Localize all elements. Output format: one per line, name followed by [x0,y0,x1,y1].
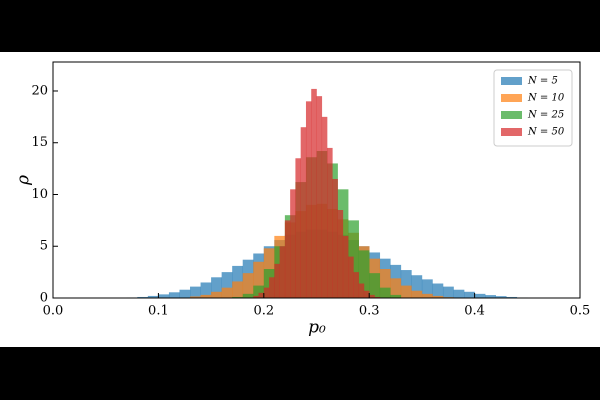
legend-swatch [501,111,522,119]
histogram-bar [253,285,265,298]
histogram-bar [158,294,170,298]
histogram-bar [495,296,507,298]
histogram-bar [311,88,317,298]
histogram-bar [485,295,496,298]
histogram-bar [232,296,244,298]
histogram-bar [358,283,365,298]
histogram-bar [258,292,265,298]
histogram-bar [369,294,375,298]
y-tick-label: 0 [40,291,48,306]
letterbox-top [0,0,600,52]
x-tick-label: 0.4 [464,304,485,319]
histogram-bar [290,189,296,298]
histogram-bar [379,269,391,298]
histogram-bar [379,287,391,298]
histogram-bar [211,291,222,298]
legend-label: N = 25 [527,110,564,121]
histogram-bar [421,279,433,298]
x-tick-label: 0.1 [148,304,169,319]
legend-label: N = 50 [527,127,565,138]
x-tick-label: 0.0 [43,304,64,319]
histogram-bar [432,283,444,298]
y-tick-label: 20 [31,83,48,98]
histogram-bar [411,290,423,298]
histogram-bar [295,158,301,298]
histogram-bar [316,96,323,298]
histogram-bar [305,101,312,298]
histogram-bar [279,246,286,298]
y-tick-label: 10 [31,187,48,202]
histogram-bar [453,289,465,298]
histogram-bar [274,263,280,298]
histogram-bar [269,277,275,298]
histogram-bar [358,250,370,298]
histogram-bar [348,256,354,298]
histogram-bar [474,293,486,298]
histogram-bar [211,277,222,298]
histogram-bar [242,273,254,298]
histogram-bar [411,275,423,298]
letterbox-bottom [0,347,600,400]
histogram-bar [221,272,233,298]
histogram-bar [300,127,307,298]
histogram-bar [284,220,291,298]
histogram-bar [190,286,201,298]
histogram-bar [506,296,518,298]
histogram-bar [200,282,212,298]
histogram-bar [332,178,338,298]
x-tick-label: 0.2 [253,304,274,319]
histogram-bar [400,270,412,298]
histogram-bar [221,287,233,298]
legend-box [493,69,573,147]
legend-swatch [501,128,522,136]
histogram-bar [321,116,328,298]
histogram-bar [464,291,475,298]
histogram-bar [263,287,270,298]
y-tick-label: 5 [40,239,48,254]
histogram-bar [374,296,381,298]
axes-frame [52,61,581,299]
histogram-bar [400,285,412,298]
legend-swatch [501,77,522,85]
histogram-bar [179,289,191,298]
x-axis-label: p₀ [308,318,326,338]
histogram-bar [363,290,370,298]
histogram-bar [327,147,333,298]
histogram-bar [168,292,180,298]
y-tick-label: 15 [31,135,48,150]
histogram-bar [253,261,265,298]
histogram-bar [432,295,444,298]
histogram-bar [342,235,349,298]
histogram-bar [232,281,244,298]
legend-label: N = 5 [527,76,558,87]
histogram-bar [200,294,212,298]
histogram-bar [253,295,259,298]
histogram-bar [421,293,433,298]
x-tick-label: 0.3 [359,304,380,319]
x-tick-label: 0.5 [570,304,591,319]
histogram-bar [190,296,201,298]
y-axis-label: ρ [14,175,34,186]
histogram-bar [147,295,159,298]
histogram-bar [242,293,254,298]
legend-label: N = 10 [527,93,565,104]
plot-area [116,88,528,298]
histogram-bar [442,286,454,298]
histogram-bar [390,278,402,298]
histogram-bar [369,273,381,298]
legend-swatch [501,94,522,102]
histogram-bar [353,272,359,298]
histogram-bar [337,210,344,298]
histogram-bar [390,294,402,298]
histogram-bar [137,296,149,298]
